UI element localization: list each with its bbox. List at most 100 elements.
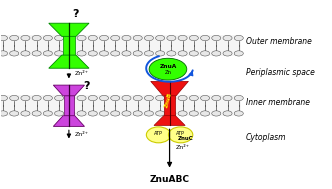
Circle shape [234, 51, 243, 56]
Ellipse shape [146, 127, 171, 143]
Circle shape [21, 51, 30, 56]
Text: Inner membrane: Inner membrane [246, 98, 310, 107]
Circle shape [77, 95, 86, 101]
Circle shape [149, 58, 187, 80]
Circle shape [88, 95, 97, 101]
Circle shape [100, 51, 109, 56]
Circle shape [133, 35, 142, 41]
Circle shape [156, 111, 165, 116]
Circle shape [10, 35, 19, 41]
Circle shape [32, 35, 41, 41]
Polygon shape [49, 55, 89, 68]
Circle shape [111, 95, 120, 101]
Circle shape [77, 35, 86, 41]
Circle shape [66, 51, 75, 56]
Circle shape [21, 95, 30, 101]
Text: Zn²⁺: Zn²⁺ [75, 132, 89, 137]
Circle shape [43, 51, 52, 56]
Polygon shape [53, 85, 84, 96]
Text: Zn²⁺: Zn²⁺ [175, 145, 190, 149]
Text: ZnuA: ZnuA [160, 64, 177, 69]
Circle shape [100, 111, 109, 116]
Bar [164, 95, 175, 116]
Circle shape [111, 51, 120, 56]
Circle shape [133, 95, 142, 101]
Circle shape [156, 35, 165, 41]
Polygon shape [53, 116, 84, 126]
Circle shape [189, 35, 199, 41]
Bar [64, 95, 74, 116]
Circle shape [178, 95, 187, 101]
Text: Zn²⁺: Zn²⁺ [75, 71, 89, 76]
Circle shape [32, 51, 41, 56]
Circle shape [223, 95, 232, 101]
Circle shape [178, 35, 187, 41]
Circle shape [66, 35, 75, 41]
Text: Cytoplasm: Cytoplasm [246, 133, 287, 142]
Circle shape [43, 35, 52, 41]
Circle shape [43, 95, 52, 101]
Circle shape [167, 95, 176, 101]
Text: ?: ? [72, 9, 79, 19]
Text: ZnuABC: ZnuABC [150, 175, 190, 184]
Text: ZnuB: ZnuB [163, 92, 172, 108]
Circle shape [156, 51, 165, 56]
Bar [1, 35, 241, 56]
Circle shape [223, 35, 232, 41]
Circle shape [144, 95, 153, 101]
Circle shape [54, 111, 64, 116]
Circle shape [189, 51, 199, 56]
Circle shape [133, 111, 142, 116]
Circle shape [189, 111, 199, 116]
Bar [1, 95, 241, 116]
Ellipse shape [168, 127, 193, 143]
Circle shape [144, 111, 153, 116]
Circle shape [122, 111, 131, 116]
Circle shape [88, 51, 97, 56]
Circle shape [54, 35, 64, 41]
Circle shape [234, 95, 243, 101]
Bar [63, 35, 75, 56]
Text: ATP: ATP [176, 131, 185, 136]
Circle shape [167, 111, 176, 116]
Circle shape [10, 95, 19, 101]
Circle shape [144, 35, 153, 41]
Circle shape [10, 51, 19, 56]
Circle shape [0, 111, 8, 116]
Circle shape [189, 95, 199, 101]
Circle shape [223, 51, 232, 56]
Circle shape [122, 51, 131, 56]
Circle shape [0, 51, 8, 56]
Circle shape [0, 35, 8, 41]
Circle shape [144, 51, 153, 56]
Circle shape [66, 95, 75, 101]
Circle shape [122, 95, 131, 101]
Circle shape [178, 51, 187, 56]
Text: ?: ? [84, 81, 90, 91]
Circle shape [100, 35, 109, 41]
Circle shape [100, 95, 109, 101]
Circle shape [234, 111, 243, 116]
Text: Zn: Zn [164, 70, 171, 75]
Circle shape [201, 35, 209, 41]
Circle shape [167, 35, 176, 41]
Circle shape [122, 35, 131, 41]
Circle shape [212, 51, 221, 56]
Circle shape [66, 111, 75, 116]
Circle shape [201, 95, 209, 101]
Circle shape [0, 95, 8, 101]
Circle shape [178, 111, 187, 116]
Circle shape [88, 35, 97, 41]
Text: Outer membrane: Outer membrane [246, 37, 312, 46]
Circle shape [223, 111, 232, 116]
Circle shape [10, 111, 19, 116]
Circle shape [201, 111, 209, 116]
Circle shape [156, 95, 165, 101]
Circle shape [167, 51, 176, 56]
Circle shape [21, 111, 30, 116]
Circle shape [212, 35, 221, 41]
Circle shape [133, 51, 142, 56]
Circle shape [111, 111, 120, 116]
Circle shape [32, 95, 41, 101]
Polygon shape [49, 23, 89, 36]
